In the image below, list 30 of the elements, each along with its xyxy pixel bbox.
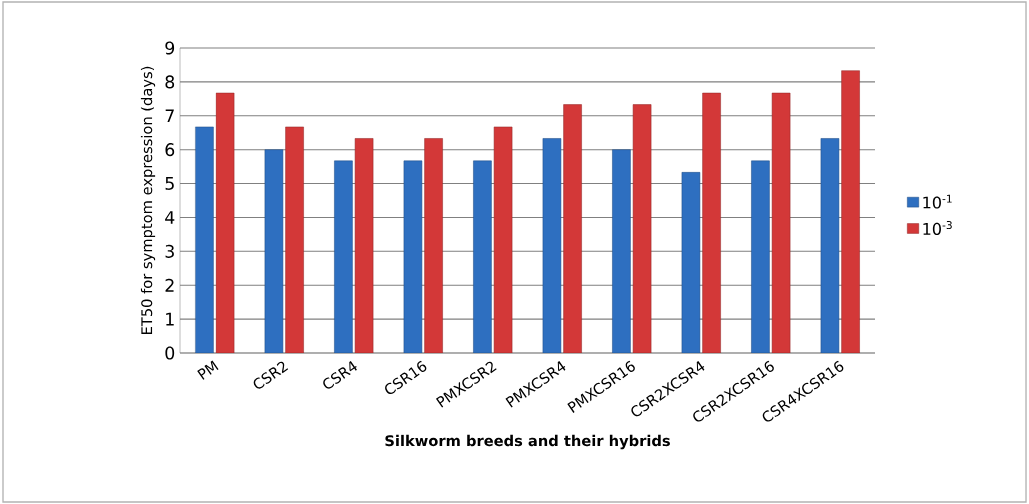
x-tick-label: PM (197, 360, 219, 380)
legend-label: 10$^{-3}$ (923, 221, 952, 235)
bar (751, 160, 770, 353)
bar (195, 126, 214, 353)
bar (473, 160, 492, 353)
bar (632, 104, 652, 353)
bar (563, 104, 582, 353)
bar (841, 70, 860, 353)
bar (612, 149, 631, 353)
bar (771, 92, 791, 353)
legend-label: 10$^{-1}$ (923, 194, 952, 209)
bar (493, 126, 513, 353)
bar (424, 138, 443, 353)
bar (702, 92, 721, 353)
bar (285, 126, 304, 353)
y-tick-label: 4 (165, 211, 175, 224)
y-tick-label: 3 (165, 244, 174, 258)
y-tick-label: 9 (165, 41, 175, 55)
y-tick-label: 5 (165, 177, 174, 190)
bar (334, 160, 353, 353)
y-tick-label: 6 (165, 143, 175, 157)
y-axis-title: ET50 for symptom expression (days) (140, 66, 156, 334)
y-tick-label: 8 (165, 75, 175, 89)
y-tick-label: 7 (165, 109, 174, 123)
y-tick-label: 1 (166, 312, 174, 326)
y-tick-label: 2 (165, 278, 174, 292)
x-axis-title: Silkworm breeds and their hybrids (385, 434, 670, 450)
y-tick-label: 0 (165, 346, 175, 360)
bar (215, 92, 235, 353)
bar (354, 138, 374, 353)
